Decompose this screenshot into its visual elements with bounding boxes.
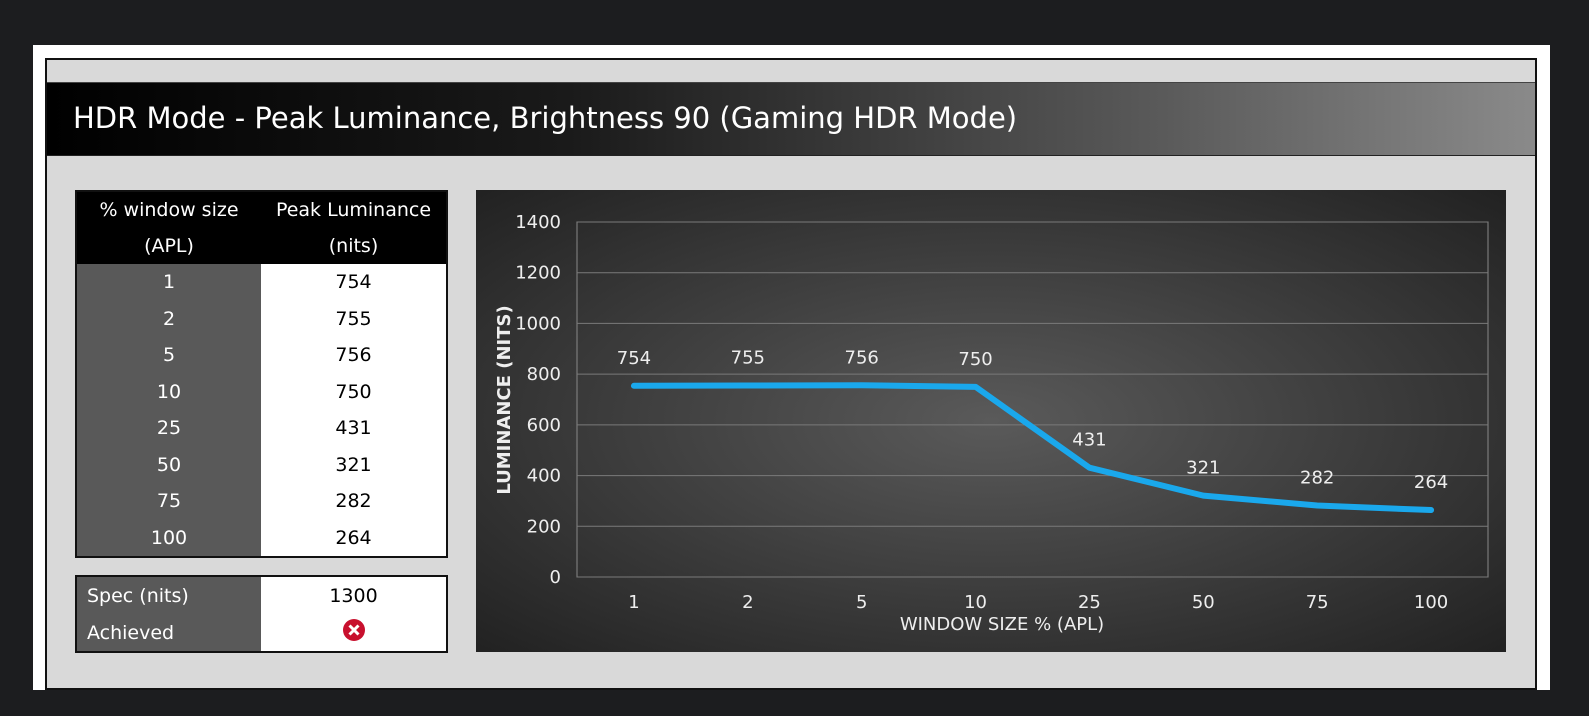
data-label: 750 — [958, 349, 992, 370]
title: HDR Mode - Peak Luminance, Brightness 90… — [73, 101, 1018, 135]
window-size-cell: 1 — [76, 264, 261, 301]
window-size-cell: 5 — [76, 337, 261, 374]
luminance-cell: 282 — [261, 483, 447, 520]
y-tick-label: 800 — [527, 364, 561, 385]
spec-label: Achieved — [76, 614, 261, 652]
y-tick-label: 0 — [550, 567, 561, 588]
x-tick-label: 75 — [1306, 592, 1329, 613]
table-row: 5 756 — [76, 337, 447, 374]
window-size-cell: 25 — [76, 410, 261, 447]
spec-table: Spec (nits) 1300 Achieved — [75, 575, 448, 653]
x-tick-label: 2 — [742, 592, 753, 613]
luminance-table: % window size (APL) Peak Luminance (nits)… — [75, 190, 448, 558]
table-row: 100 264 — [76, 519, 447, 557]
luminance-cell: 264 — [261, 519, 447, 557]
data-label: 282 — [1300, 467, 1334, 488]
chart: WINDOW SIZE % (APL) LUMINANCE (NITS) 0 20… — [476, 190, 1506, 652]
data-label: 264 — [1414, 472, 1448, 493]
window-size-cell: 50 — [76, 446, 261, 483]
column-header: % window size (APL) — [76, 191, 261, 264]
data-label: 756 — [845, 347, 879, 368]
column-header: Peak Luminance (nits) — [261, 191, 447, 264]
window-size-cell: 100 — [76, 519, 261, 557]
x-tick-label: 50 — [1192, 592, 1215, 613]
y-tick-label: 1000 — [515, 313, 561, 334]
luminance-cell: 321 — [261, 446, 447, 483]
data-label: 755 — [731, 348, 765, 369]
table-row: 1 754 — [76, 264, 447, 301]
window-size-cell: 10 — [76, 373, 261, 410]
luminance-cell: 750 — [261, 373, 447, 410]
spec-label: Spec (nits) — [76, 576, 261, 614]
x-axis-label: WINDOW SIZE % (APL) — [900, 614, 1104, 635]
x-tick-label: 100 — [1414, 592, 1448, 613]
window-size-cell: 2 — [76, 300, 261, 337]
header: HDR Mode - Peak Luminance, Brightness 90… — [47, 82, 1535, 156]
y-tick-label: 1400 — [515, 212, 561, 233]
table-row: 10 750 — [76, 373, 447, 410]
fail-icon — [342, 619, 365, 641]
data-line — [630, 382, 1435, 514]
spec-value: 1300 — [261, 576, 447, 614]
y-tick-label: 400 — [527, 466, 561, 487]
window-size-cell: 75 — [76, 483, 261, 520]
table-row: 2 755 — [76, 300, 447, 337]
x-tick-label: 5 — [856, 592, 867, 613]
data-label: 754 — [617, 348, 651, 369]
data-label: 321 — [1186, 458, 1220, 479]
data-label: 431 — [1072, 430, 1106, 451]
x-tick-label: 10 — [964, 592, 987, 613]
chart-background — [476, 190, 1506, 652]
y-tick-label: 1200 — [515, 263, 561, 284]
table-row: 50 321 — [76, 446, 447, 483]
y-tick-label: 600 — [527, 415, 561, 436]
x-tick-label: 1 — [628, 592, 639, 613]
achieved-icon-cell — [261, 614, 447, 652]
luminance-cell: 754 — [261, 264, 447, 301]
y-axis-label: LUMINANCE (NITS) — [494, 305, 515, 494]
table-row: 75 282 — [76, 483, 447, 520]
y-tick-label: 200 — [527, 516, 561, 537]
spec-row: Achieved — [76, 614, 447, 652]
table-row: 25 431 — [76, 410, 447, 447]
luminance-cell: 431 — [261, 410, 447, 447]
spec-row: Spec (nits) 1300 — [76, 576, 447, 614]
luminance-cell: 755 — [261, 300, 447, 337]
x-tick-label: 25 — [1078, 592, 1101, 613]
luminance-cell: 756 — [261, 337, 447, 374]
